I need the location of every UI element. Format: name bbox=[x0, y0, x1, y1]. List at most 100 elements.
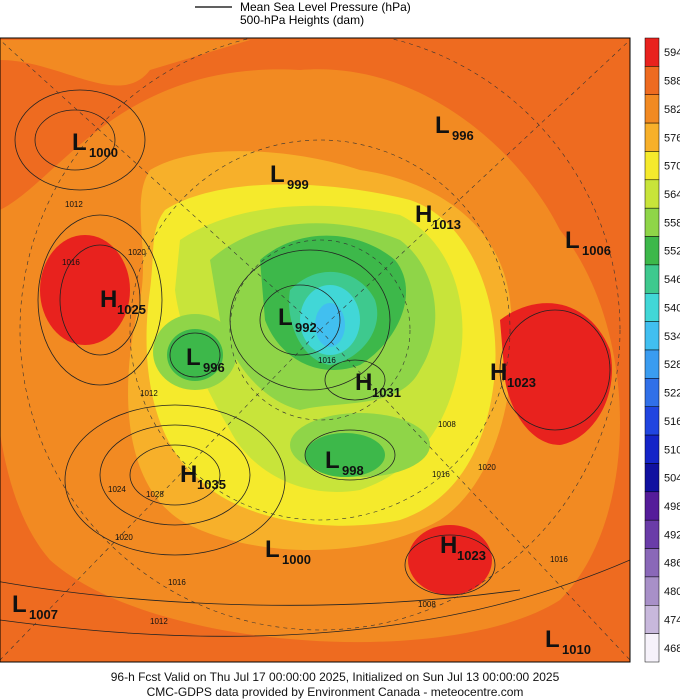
colorbar-cell bbox=[644, 37, 660, 67]
center-type: L bbox=[265, 536, 280, 563]
isobar-label: 1016 bbox=[62, 258, 80, 267]
colorbar-cell bbox=[644, 151, 660, 181]
colorbar-label: 516 bbox=[664, 416, 680, 428]
legend-fill-label: 500-hPa Heights (dam) bbox=[240, 13, 364, 27]
isobar-label: 1020 bbox=[115, 533, 133, 542]
colorbar-label: 588 bbox=[664, 76, 680, 88]
colorbar-label: 552 bbox=[664, 246, 680, 258]
center-type: L bbox=[545, 626, 560, 653]
colorbar-cell bbox=[644, 519, 660, 549]
colorbar-cell bbox=[644, 406, 660, 436]
colorbar-cell bbox=[644, 293, 660, 322]
colorbar-cell bbox=[644, 264, 660, 294]
center-pressure: 1006 bbox=[582, 243, 611, 258]
center-type: H bbox=[490, 359, 507, 386]
colorbar-cell bbox=[644, 633, 660, 663]
center-pressure: 1035 bbox=[197, 477, 226, 492]
colorbar-cell bbox=[644, 576, 660, 606]
colorbar-cell bbox=[644, 463, 660, 493]
colorbar-label: 474 bbox=[664, 614, 680, 626]
isobar-label: 1008 bbox=[438, 420, 456, 429]
center-type: H bbox=[415, 201, 432, 228]
center-pressure: 1031 bbox=[372, 385, 401, 400]
legend-line-label: Mean Sea Level Pressure (hPa) bbox=[240, 0, 411, 14]
center-pressure: 1025 bbox=[117, 302, 146, 317]
map-frame bbox=[0, 37, 631, 663]
colorbar-label: 546 bbox=[664, 274, 680, 286]
isobar-label: 1024 bbox=[108, 485, 126, 494]
footer-line: 96-h Fcst Valid on Thu Jul 17 00:00:00 2… bbox=[111, 670, 560, 684]
center-type: L bbox=[72, 129, 87, 156]
isobar-label: 1016 bbox=[168, 578, 186, 587]
colorbar-cell bbox=[644, 207, 660, 237]
colorbar-cell bbox=[644, 548, 660, 578]
graticule bbox=[0, 38, 630, 661]
isobars bbox=[0, 89, 630, 637]
colorbar-label: 564 bbox=[664, 189, 680, 201]
center-type: L bbox=[186, 344, 201, 371]
isobar-label: 1012 bbox=[150, 617, 168, 626]
center-pressure: 1023 bbox=[457, 548, 486, 563]
isobar-label: 1020 bbox=[128, 248, 146, 257]
colorbar-label: 582 bbox=[664, 104, 680, 116]
colorbar-label: 534 bbox=[664, 331, 680, 343]
field-594 bbox=[408, 525, 492, 595]
colorbar-cell bbox=[644, 349, 660, 379]
isobar-label: 1028 bbox=[146, 490, 164, 499]
center-type: H bbox=[100, 286, 117, 313]
center-type: L bbox=[325, 447, 340, 474]
isobar-label: 1020 bbox=[478, 463, 496, 472]
center-pressure: 1000 bbox=[282, 552, 311, 567]
center-type: H bbox=[355, 369, 372, 396]
isobar-label: 1008 bbox=[418, 600, 436, 609]
colorbar-label: 480 bbox=[664, 586, 680, 598]
colorbar-cell bbox=[644, 122, 660, 152]
colorbar-label: 576 bbox=[664, 132, 680, 144]
colorbar-cell bbox=[644, 179, 660, 209]
center-type: L bbox=[270, 161, 285, 188]
center-type: L bbox=[12, 591, 27, 618]
colorbar-label: 594 bbox=[664, 47, 680, 59]
center-type: H bbox=[180, 461, 197, 488]
colorbar-label: 468 bbox=[664, 643, 680, 655]
center-pressure: 998 bbox=[342, 463, 364, 478]
colorbar-cell bbox=[644, 94, 660, 124]
center-type: L bbox=[435, 112, 450, 139]
center-type: H bbox=[440, 532, 457, 559]
colorbar-label: 528 bbox=[664, 359, 680, 371]
colorbar-cell bbox=[644, 491, 660, 521]
field-582 bbox=[0, 40, 250, 86]
colorbar-label: 486 bbox=[664, 558, 680, 570]
colorbar-label: 558 bbox=[664, 217, 680, 229]
footer-line: CMC-GDPS data provided by Environment Ca… bbox=[147, 685, 524, 699]
center-pressure: 996 bbox=[452, 128, 474, 143]
colorbar-label: 540 bbox=[664, 302, 680, 314]
center-pressure: 1000 bbox=[89, 145, 118, 160]
field-594 bbox=[40, 235, 130, 345]
center-pressure: 1023 bbox=[507, 375, 536, 390]
colorbar-label: 504 bbox=[664, 473, 680, 485]
isobar-label: 1016 bbox=[318, 356, 336, 365]
center-pressure: 1013 bbox=[432, 217, 461, 232]
colorbar-label: 522 bbox=[664, 388, 680, 400]
field-594 bbox=[500, 303, 612, 445]
colorbar-label: 570 bbox=[664, 161, 680, 173]
field-534 bbox=[315, 303, 345, 347]
field-552 bbox=[305, 433, 385, 477]
colorbar-label: 510 bbox=[664, 444, 680, 456]
map-field bbox=[0, 38, 630, 662]
center-pressure: 1010 bbox=[562, 642, 591, 657]
center-pressure: 999 bbox=[287, 177, 309, 192]
colorbar-cell bbox=[644, 66, 660, 95]
colorbar-cell bbox=[644, 321, 660, 351]
center-pressure: 992 bbox=[295, 320, 317, 335]
center-pressure: 1007 bbox=[29, 607, 58, 622]
colorbar-label: 492 bbox=[664, 529, 680, 541]
isobar-label: 1012 bbox=[65, 200, 83, 209]
isobar-label: 1012 bbox=[140, 389, 158, 398]
isobar-label: 1016 bbox=[550, 555, 568, 564]
isobar-label: 1016 bbox=[432, 470, 450, 479]
colorbar-cell bbox=[644, 434, 660, 464]
